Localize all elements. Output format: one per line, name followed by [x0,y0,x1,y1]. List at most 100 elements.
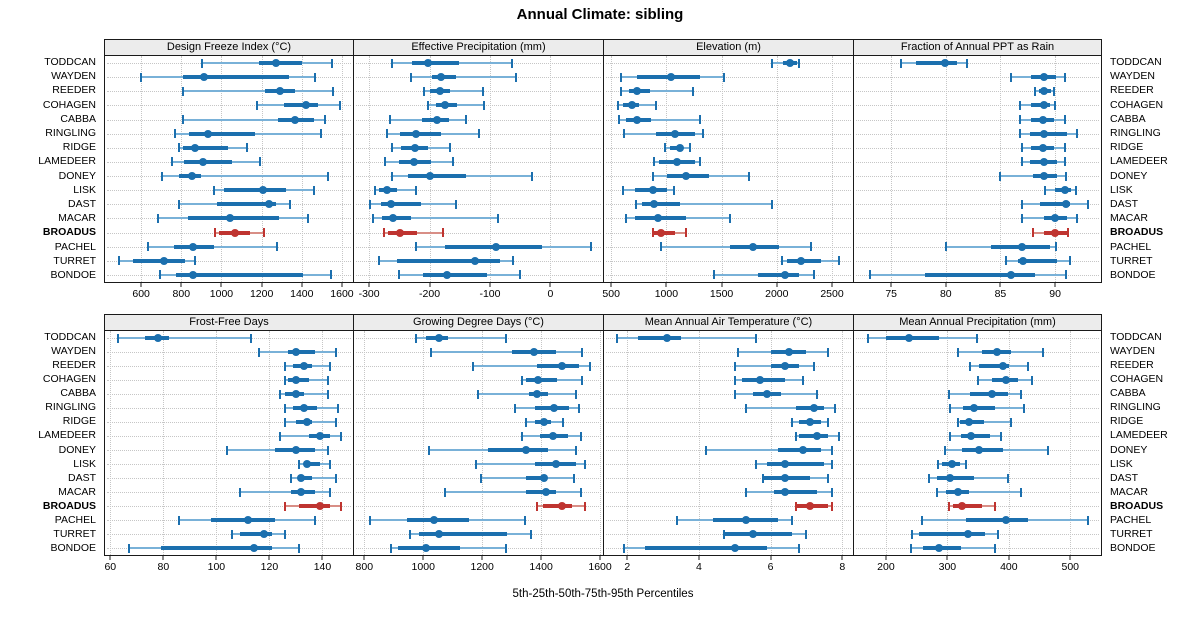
gridline [356,119,601,121]
cap-5th [178,515,181,525]
axis-tick-label: 8 [839,561,846,573]
axis-tick [890,283,892,287]
cap-95th [728,213,731,223]
panel-frost-free-days: Frost-Free Days 60 80 100 120 140 [104,314,354,573]
median-dot [998,362,1007,370]
cap-95th [329,459,332,469]
median-dot [809,404,818,412]
bar-25-75 [724,532,793,536]
whisker-5-95 [430,351,583,353]
median-dot [260,530,269,538]
cap-95th [797,58,800,68]
cap-5th [927,473,930,483]
median-dot [975,446,984,454]
cap-95th [262,228,265,238]
median-dot [550,404,559,412]
station-label-bondoe: BONDOE [1110,268,1156,281]
median-dot [649,186,658,195]
bar-25-75 [407,518,469,522]
median-dot [806,418,814,426]
whisker-5-95 [477,393,577,395]
x-axis: 75 80 85 90 [854,282,1101,302]
cap-95th [692,86,695,96]
whisker-5-95 [290,477,336,479]
gridline [1070,331,1072,555]
cap-5th [284,375,287,385]
median-dot [264,200,273,209]
gridline [856,77,1099,79]
cap-95th [504,333,507,343]
station-label-lisk: LISK [1110,457,1133,470]
gridline [322,331,324,555]
gridline [856,260,1099,262]
gridline [721,56,723,282]
cap-95th [326,375,329,385]
cap-5th [653,157,656,167]
cap-95th [249,333,252,343]
axis-tick-label: 1000 [411,561,435,573]
panel-mean-annual-air-temperature: Mean Annual Air Temperature (°C) 2 4 6 8 [603,314,854,573]
gridline [356,147,601,149]
cap-95th [275,242,278,252]
cap-5th [1019,115,1022,125]
bar-25-75 [1029,131,1068,136]
bar-25-75 [767,462,825,466]
bar-25-75 [224,188,286,193]
panel-strip-title: Fraction of Annual PPT as Rain [854,40,1101,56]
axis-tick-label: 80 [939,288,952,300]
gridline [606,91,851,93]
cap-5th [374,185,377,195]
median-dot [299,404,308,412]
axis-tick [1054,283,1056,287]
cap-95th [449,143,452,153]
cap-5th [957,347,960,357]
cap-5th [737,347,740,357]
cap-5th [284,403,287,413]
median-dot [673,157,682,166]
median-dot [1018,242,1027,251]
station-label-wayden: WAYDEN [51,345,96,358]
gridline [107,105,351,107]
cap-5th [378,256,381,266]
cap-5th [910,529,913,539]
cap-95th [1063,143,1066,153]
bar-25-75 [298,504,331,508]
bar-25-75 [1017,258,1058,263]
median-dot [1040,129,1049,138]
x-axis: 600 800 1000 1200 1400 1600 [105,282,354,302]
cap-95th [1047,445,1050,455]
gridline [606,464,851,465]
axis-tick [220,283,222,287]
cap-95th [337,403,340,413]
cap-5th [161,171,164,181]
median-dot [806,502,814,510]
axis-tick [481,556,483,560]
bar-25-75 [283,103,318,108]
median-dot [1007,270,1016,279]
gridline [947,331,949,555]
median-dot [953,488,962,496]
axis-tick [946,556,948,560]
cap-95th [812,270,815,280]
median-dot [741,516,750,524]
cap-95th [334,347,337,357]
median-dot [1040,172,1049,181]
axis-tick [1069,556,1071,560]
panel-effective-precipitation: Effective Precipitation (mm) -300 -200 -10… [353,39,604,300]
gridline [163,331,165,555]
gridline [107,492,351,493]
station-label-doney: DONEY [58,169,96,182]
bar-25-75 [240,532,273,536]
median-dot [302,460,311,468]
cap-95th [329,361,332,371]
cap-95th [588,361,591,371]
cap-95th [1054,100,1057,110]
gridline [611,56,613,282]
median-dot [813,432,822,440]
median-dot [784,348,793,356]
axis-tick [429,283,431,287]
whisker-5-95 [616,337,757,339]
gridline [606,352,851,353]
cap-5th [140,72,143,82]
